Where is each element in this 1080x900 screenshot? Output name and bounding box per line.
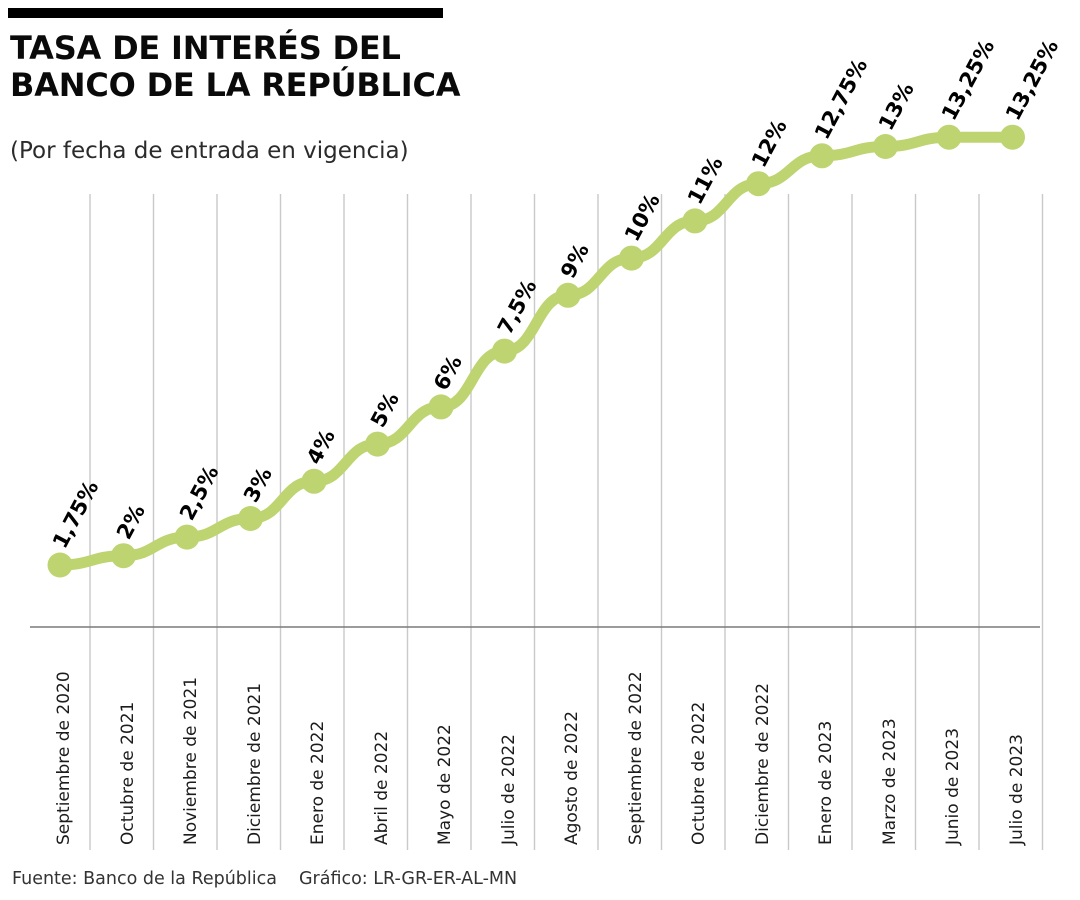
data-point-marker[interactable] bbox=[555, 282, 581, 308]
data-point-marker[interactable] bbox=[428, 394, 454, 420]
header-rule bbox=[8, 8, 443, 18]
data-point-marker[interactable] bbox=[238, 506, 263, 531]
data-point-marker[interactable] bbox=[746, 171, 771, 197]
data-point-marker[interactable] bbox=[47, 552, 73, 578]
category-axis-label: Septiembre de 2022 bbox=[625, 671, 646, 845]
credit-text: Gráfico: LR-GR-ER-AL-MN bbox=[298, 869, 518, 889]
category-axis-label: Diciembre de 2022 bbox=[752, 682, 773, 845]
category-axis-label: Julio de 2023 bbox=[1006, 734, 1027, 845]
category-axis-label: Octubre de 2021 bbox=[117, 701, 138, 845]
category-axis-label: Enero de 2022 bbox=[308, 720, 328, 845]
category-axis-label: Mayo de 2022 bbox=[435, 724, 455, 845]
data-point-marker[interactable] bbox=[301, 468, 327, 494]
category-axis-label: Marzo de 2023 bbox=[879, 718, 900, 845]
source-text: Fuente: Banco de la República bbox=[12, 869, 277, 889]
data-point-marker[interactable] bbox=[873, 134, 898, 159]
category-axis-label: Septiembre de 2020 bbox=[54, 671, 74, 845]
category-axis-label: Octubre de 2022 bbox=[689, 701, 709, 845]
category-axis-label: Junio de 2023 bbox=[943, 727, 963, 845]
data-point-marker[interactable] bbox=[174, 524, 200, 550]
category-axis-label: Enero de 2023 bbox=[816, 720, 836, 845]
page-title-line-2: BANCO DE LA REPÚBLICA bbox=[10, 66, 461, 105]
page-subtitle: (Por fecha de entrada en vigencia) bbox=[10, 138, 409, 164]
chart-footer: Fuente: Banco de la República Gráfico: LR… bbox=[12, 869, 517, 889]
data-point-marker[interactable] bbox=[492, 338, 517, 364]
series-markers bbox=[47, 124, 1025, 578]
data-point-marker[interactable] bbox=[682, 208, 708, 234]
data-point-marker[interactable] bbox=[619, 245, 644, 271]
data-point-marker[interactable] bbox=[809, 143, 835, 169]
data-point-marker[interactable] bbox=[111, 543, 136, 569]
data-point-marker[interactable] bbox=[1000, 124, 1025, 150]
category-axis-label: Abril de 2022 bbox=[371, 730, 392, 845]
category-axis-label: Noviembre de 2021 bbox=[181, 676, 201, 845]
page-title: TASA DE INTERÉS DEL BANCO DE LA REPÚBLIC… bbox=[10, 29, 530, 105]
gridlines bbox=[89, 194, 1044, 850]
category-axis-label: Diciembre de 2021 bbox=[244, 682, 265, 845]
page-title-line-1: TASA DE INTERÉS DEL bbox=[10, 29, 401, 67]
category-axis-label: Julio de 2022 bbox=[498, 734, 519, 845]
data-point-marker[interactable] bbox=[365, 431, 390, 457]
category-axis-label: Agosto de 2022 bbox=[562, 710, 582, 845]
data-point-marker[interactable] bbox=[936, 124, 962, 150]
